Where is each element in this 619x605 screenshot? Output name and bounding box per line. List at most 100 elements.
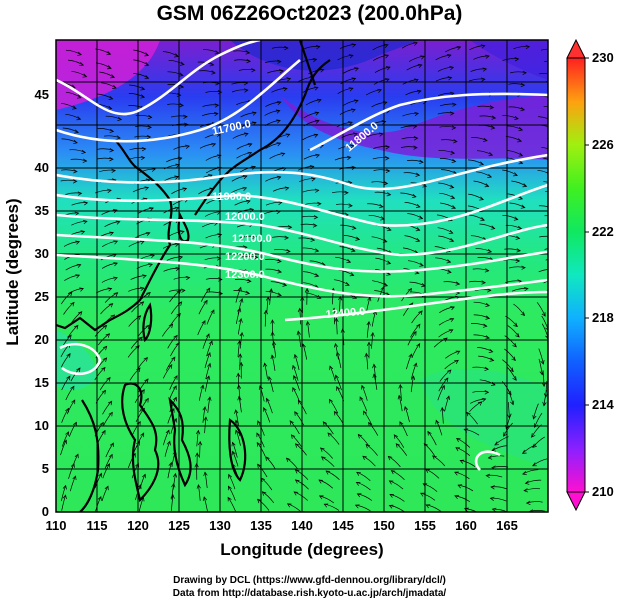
wind-arrowhead — [202, 496, 208, 501]
wind-arrowhead — [491, 115, 497, 120]
wind-arrowhead — [368, 421, 373, 427]
wind-arrowhead — [247, 151, 253, 156]
wind-arrowhead — [532, 462, 537, 467]
wind-arrowhead — [549, 348, 553, 352]
streamline-segment — [438, 182, 454, 189]
streamline-segment — [366, 321, 370, 338]
wind-arrowhead — [558, 82, 562, 86]
streamline-segment — [531, 424, 542, 438]
streamline-segment — [444, 395, 450, 412]
contour-line — [56, 213, 548, 257]
wind-arrowhead — [99, 421, 104, 427]
wind-arrowhead — [145, 231, 151, 236]
wind-arrowhead — [327, 432, 332, 437]
streamline-segment — [237, 340, 240, 357]
wind-arrowhead — [356, 471, 361, 476]
streamline-segment — [372, 280, 388, 287]
wind-arrowhead — [246, 278, 252, 284]
streamline-segment — [523, 488, 541, 492]
wind-arrowhead — [104, 485, 109, 491]
wind-arrowhead — [558, 257, 562, 261]
x-tick-label: 165 — [496, 518, 518, 533]
wind-arrowhead — [408, 353, 413, 359]
wind-arrowhead — [214, 50, 220, 55]
wind-arrowhead — [142, 473, 147, 479]
wind-arrowhead — [276, 100, 282, 106]
streamline-segment — [204, 352, 211, 369]
wind-arrowhead — [333, 342, 339, 348]
streamline-segment — [239, 353, 241, 371]
streamline-segment — [543, 158, 548, 160]
wind-arrowhead — [420, 492, 425, 497]
streamline-segment — [162, 364, 173, 379]
wind-arrowhead — [346, 259, 352, 264]
wind-arrowhead — [67, 291, 73, 297]
wind-arrowhead — [494, 441, 499, 446]
wind-arrowhead — [449, 238, 455, 243]
streamline-segment — [545, 190, 548, 192]
wind-arrowhead — [176, 92, 182, 97]
wind-arrowhead — [386, 227, 392, 232]
streamline-segment — [266, 297, 269, 314]
y-tick-label: 30 — [35, 246, 49, 261]
wind-arrowhead — [542, 401, 547, 407]
wind-arrowhead — [351, 43, 357, 48]
wind-arrowhead — [140, 389, 145, 394]
wind-arrowhead — [552, 236, 556, 240]
wind-arrowhead — [286, 249, 291, 254]
wind-arrowhead — [557, 247, 561, 251]
wind-arrowhead — [275, 109, 281, 114]
streamline-segment — [332, 288, 334, 305]
wind-arrowhead — [422, 183, 428, 188]
wind-arrowhead — [320, 447, 325, 452]
streamline-segment — [102, 463, 110, 479]
streamline-segment — [335, 318, 338, 335]
wind-arrowhead — [489, 357, 495, 362]
streamline-segment — [475, 248, 492, 253]
wind-arrowhead — [80, 230, 86, 235]
streamline-segment — [536, 302, 546, 317]
streamline-segment — [301, 215, 318, 218]
streamline-segment — [398, 395, 403, 412]
streamline-segment — [94, 473, 102, 489]
wind-arrowhead — [413, 362, 418, 368]
wind-arrowhead — [315, 153, 320, 158]
wind-arrowhead — [484, 268, 490, 273]
wind-arrowhead — [521, 265, 526, 270]
streamline-segment — [197, 320, 206, 336]
streamline-segment — [473, 314, 490, 319]
streamline-segment — [437, 227, 453, 234]
streamline-segment — [162, 430, 170, 446]
y-tick-label: 5 — [42, 461, 49, 476]
wind-arrowhead — [317, 201, 322, 207]
streamline-segment — [319, 495, 335, 504]
wind-arrowhead — [513, 216, 519, 221]
wind-arrowhead — [179, 72, 184, 77]
wind-arrowhead — [245, 290, 251, 295]
streamline-segment — [477, 347, 493, 353]
wind-arrowhead — [322, 421, 328, 426]
streamline-segment — [100, 82, 117, 89]
wind-arrowhead — [140, 94, 146, 99]
data-source-credit: Data from http://database.rish.kyoto-u.a… — [172, 588, 447, 599]
wind-arrowhead — [415, 227, 421, 232]
streamline-segment — [130, 336, 143, 349]
wind-arrowhead — [109, 148, 115, 153]
streamline-segment — [507, 325, 520, 338]
streamline-segment — [169, 375, 178, 391]
wind-arrowhead — [102, 345, 108, 351]
contour-line — [474, 450, 501, 471]
streamline-segment — [393, 434, 405, 448]
streamline-segment — [543, 280, 548, 284]
wind-arrowhead — [203, 471, 208, 477]
wind-arrowhead — [252, 234, 257, 239]
wind-arrowhead — [256, 441, 261, 447]
wind-arrowhead — [284, 45, 289, 51]
streamline-segment — [538, 116, 548, 120]
streamline-segment — [265, 268, 282, 273]
wind-arrowhead — [386, 260, 392, 265]
wind-arrowhead — [384, 78, 390, 83]
streamline-segment — [440, 202, 456, 209]
wind-arrowhead — [237, 307, 242, 313]
wind-arrowhead — [485, 335, 490, 340]
